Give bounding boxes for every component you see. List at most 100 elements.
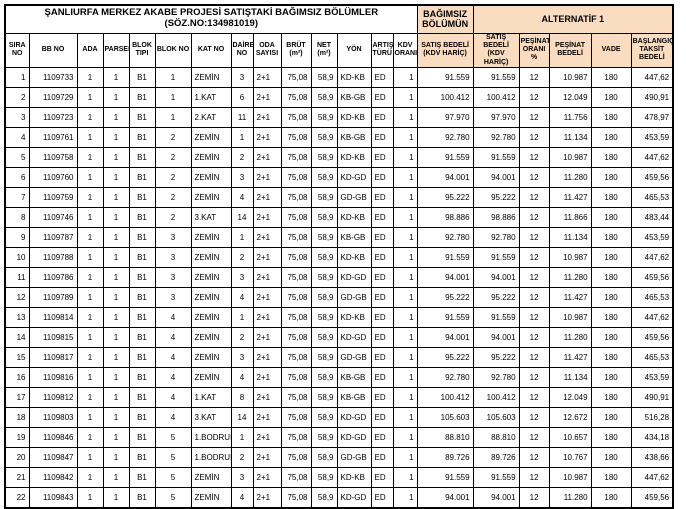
cell-pesinat-bedeli: 10.987 — [548, 147, 592, 169]
cell-bb-no: 1109759 — [28, 187, 78, 209]
cell-blok-tipi: B1 — [128, 167, 156, 189]
cell-oda-sayisi: 2+1 — [252, 107, 282, 129]
cell-parsel: 1 — [102, 87, 130, 109]
cell-parsel: 1 — [102, 187, 130, 209]
cell-satis-bedeli-bagimsiz: 100.412 — [416, 87, 474, 109]
cell-baslangic-taksit: 459,56 — [630, 327, 674, 349]
cell-kdv-orani: 1 — [392, 247, 418, 269]
cell-ada: 1 — [76, 447, 104, 469]
cell-net: 58,9 — [310, 447, 338, 469]
cell-kat-no: ZEMİN — [190, 187, 232, 209]
col-header-kdv-orani: KDV ORANI — [392, 32, 418, 69]
cell-blok-tipi: B1 — [128, 287, 156, 309]
cell-vade: 180 — [590, 247, 632, 269]
cell-satis-bedeli-alt1: 94.001 — [472, 267, 520, 289]
cell-blok-no: 2 — [154, 187, 192, 209]
cell-satis-bedeli-alt1: 95.222 — [472, 287, 520, 309]
table-row: 2 1109729 1 1 B1 1 1.KAT 6 2+1 75,08 58,9 KB-GB ED 1 1… — [4, 87, 674, 109]
cell-satis-bedeli-bagimsiz: 92.780 — [416, 227, 474, 249]
cell-pesinat-orani: 12 — [518, 267, 550, 289]
cell-pesinat-orani: 12 — [518, 247, 550, 269]
col-header-oda-sayisi: ODA SAYISI — [252, 32, 282, 69]
cell-pesinat-orani: 12 — [518, 307, 550, 329]
cell-daire-no: 4 — [230, 287, 254, 309]
cell-parsel: 1 — [102, 67, 130, 89]
cell-yon: KD-GD — [336, 487, 372, 509]
cell-satis-bedeli-alt1: 89.726 — [472, 447, 520, 469]
cell-artis-turu: ED — [370, 487, 394, 509]
cell-sira-no: 17 — [4, 387, 30, 409]
cell-baslangic-taksit: 465,53 — [630, 287, 674, 309]
cell-net: 58,9 — [310, 287, 338, 309]
cell-parsel: 1 — [102, 107, 130, 129]
cell-satis-bedeli-bagimsiz: 94.001 — [416, 487, 474, 509]
cell-pesinat-bedeli: 11.280 — [548, 267, 592, 289]
cell-sira-no: 9 — [4, 227, 30, 249]
cell-sira-no: 22 — [4, 487, 30, 509]
cell-sira-no: 5 — [4, 147, 30, 169]
cell-brut: 75,08 — [280, 167, 312, 189]
cell-artis-turu: ED — [370, 447, 394, 469]
cell-kdv-orani: 1 — [392, 147, 418, 169]
cell-artis-turu: ED — [370, 227, 394, 249]
cell-pesinat-bedeli: 11.134 — [548, 127, 592, 149]
cell-blok-tipi: B1 — [128, 127, 156, 149]
cell-brut: 75,08 — [280, 87, 312, 109]
cell-vade: 180 — [590, 147, 632, 169]
cell-oda-sayisi: 2+1 — [252, 287, 282, 309]
cell-satis-bedeli-alt1: 100.412 — [472, 87, 520, 109]
table-row: 16 1109816 1 1 B1 4 ZEMİN 4 2+1 75,08 58,9 KB-GB ED 1… — [4, 367, 674, 389]
cell-vade: 180 — [590, 267, 632, 289]
cell-vade: 180 — [590, 127, 632, 149]
cell-kdv-orani: 1 — [392, 347, 418, 369]
cell-satis-bedeli-alt1: 91.559 — [472, 147, 520, 169]
cell-baslangic-taksit: 434,18 — [630, 427, 674, 449]
cell-net: 58,9 — [310, 227, 338, 249]
cell-oda-sayisi: 2+1 — [252, 187, 282, 209]
cell-brut: 75,08 — [280, 227, 312, 249]
cell-yon: KB-GB — [336, 127, 372, 149]
table-row: 3 1109723 1 1 B1 1 2.KAT 11 2+1 75,08 58,9 KD-KB ED 1… — [4, 107, 674, 129]
cell-yon: KB-GB — [336, 387, 372, 409]
cell-blok-tipi: B1 — [128, 427, 156, 449]
cell-bb-no: 1109729 — [28, 87, 78, 109]
cell-vade: 180 — [590, 227, 632, 249]
cell-kat-no: 3.KAT — [190, 207, 232, 229]
cell-vade: 180 — [590, 327, 632, 349]
cell-blok-tipi: B1 — [128, 387, 156, 409]
col-header-daire-no: DAİRE NO — [230, 32, 254, 69]
cell-brut: 75,08 — [280, 307, 312, 329]
table-row: 12 1109789 1 1 B1 3 ZEMİN 4 2+1 75,08 58,9 GD-GB ED 1… — [4, 287, 674, 309]
cell-daire-no: 2 — [230, 447, 254, 469]
cell-bb-no: 1109817 — [28, 347, 78, 369]
cell-bb-no: 1109816 — [28, 367, 78, 389]
cell-net: 58,9 — [310, 127, 338, 149]
cell-satis-bedeli-alt1: 91.559 — [472, 247, 520, 269]
cell-artis-turu: ED — [370, 347, 394, 369]
cell-net: 58,9 — [310, 467, 338, 489]
cell-brut: 75,08 — [280, 67, 312, 89]
cell-artis-turu: ED — [370, 127, 394, 149]
cell-baslangic-taksit: 483,44 — [630, 207, 674, 229]
cell-kat-no: ZEMİN — [190, 367, 232, 389]
cell-baslangic-taksit: 453,59 — [630, 367, 674, 389]
cell-sira-no: 1 — [4, 67, 30, 89]
cell-kdv-orani: 1 — [392, 207, 418, 229]
cell-yon: KD-KB — [336, 147, 372, 169]
cell-baslangic-taksit: 447,62 — [630, 307, 674, 329]
cell-kdv-orani: 1 — [392, 467, 418, 489]
cell-pesinat-orani: 12 — [518, 487, 550, 509]
cell-kat-no: 2.KAT — [190, 107, 232, 129]
cell-sira-no: 7 — [4, 187, 30, 209]
cell-pesinat-bedeli: 10.657 — [548, 427, 592, 449]
cell-brut: 75,08 — [280, 467, 312, 489]
cell-satis-bedeli-bagimsiz: 97.970 — [416, 107, 474, 129]
cell-pesinat-bedeli: 10.987 — [548, 67, 592, 89]
cell-daire-no: 3 — [230, 347, 254, 369]
cell-pesinat-bedeli: 10.987 — [548, 307, 592, 329]
cell-satis-bedeli-bagimsiz: 94.001 — [416, 327, 474, 349]
cell-yon: KB-GB — [336, 367, 372, 389]
cell-vade: 180 — [590, 367, 632, 389]
col-header-bb-no: BB NO — [28, 32, 78, 69]
cell-vade: 180 — [590, 487, 632, 509]
